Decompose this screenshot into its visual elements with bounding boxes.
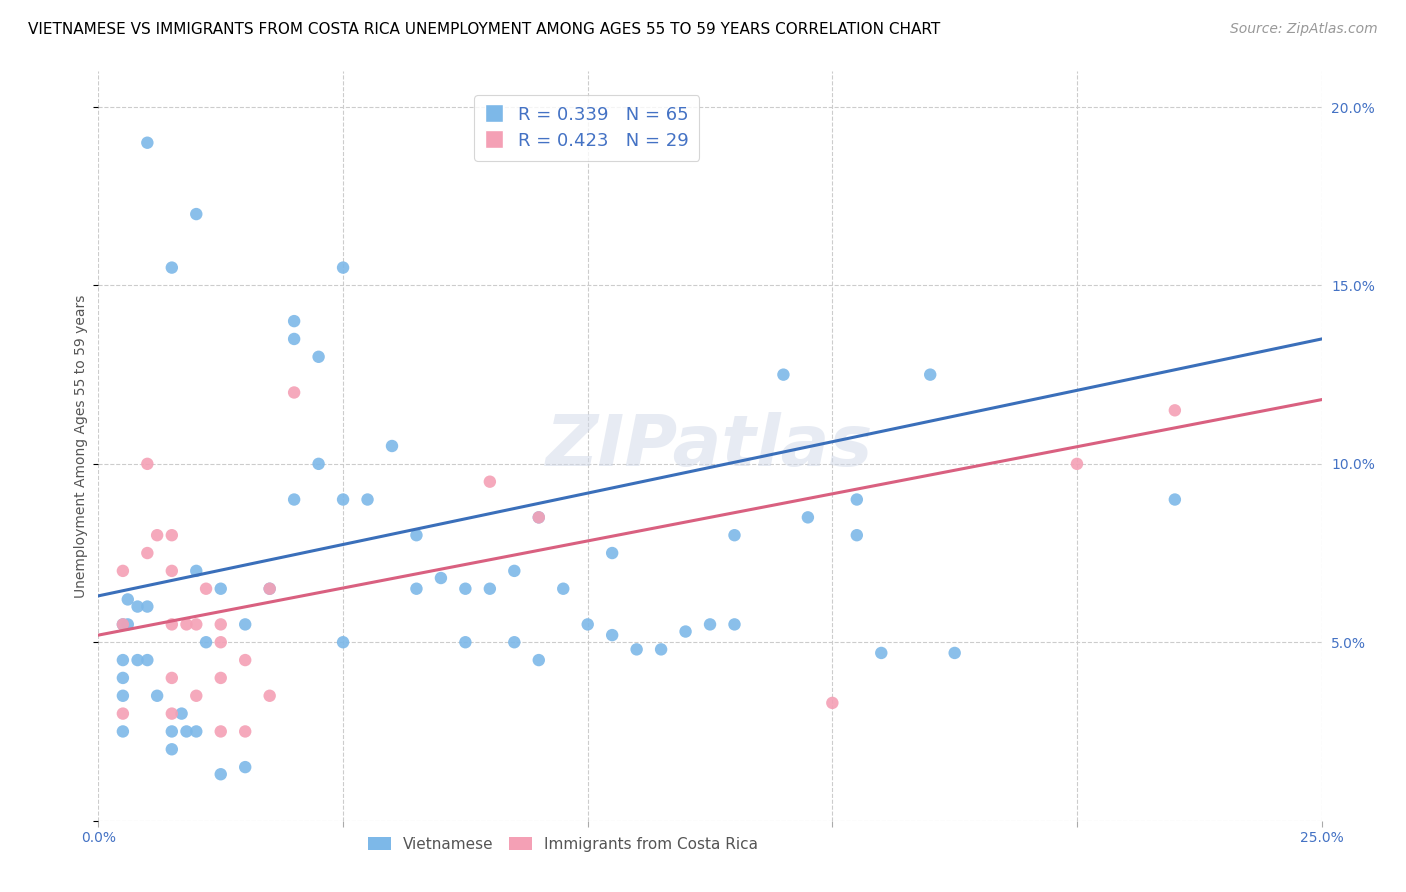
Point xyxy=(111,724,134,739)
Point xyxy=(308,350,330,364)
Point xyxy=(308,457,330,471)
Point xyxy=(259,582,281,596)
Point xyxy=(576,617,599,632)
Point xyxy=(111,617,134,632)
Point xyxy=(186,617,208,632)
Point xyxy=(111,706,134,721)
Point xyxy=(356,492,378,507)
Text: VIETNAMESE VS IMMIGRANTS FROM COSTA RICA UNEMPLOYMENT AMONG AGES 55 TO 59 YEARS : VIETNAMESE VS IMMIGRANTS FROM COSTA RICA… xyxy=(28,22,941,37)
Point xyxy=(478,475,501,489)
Point xyxy=(209,724,232,739)
Point xyxy=(553,582,575,596)
Point xyxy=(160,617,183,632)
Point xyxy=(943,646,966,660)
Point xyxy=(186,724,208,739)
Point xyxy=(845,528,868,542)
Point xyxy=(186,564,208,578)
Point xyxy=(111,617,134,632)
Point xyxy=(209,671,232,685)
Point xyxy=(259,689,281,703)
Text: Source: ZipAtlas.com: Source: ZipAtlas.com xyxy=(1230,22,1378,37)
Point xyxy=(870,646,893,660)
Point xyxy=(845,492,868,507)
Point xyxy=(454,635,477,649)
Point xyxy=(332,260,354,275)
Point xyxy=(117,592,139,607)
Point xyxy=(160,671,183,685)
Point xyxy=(136,653,159,667)
Legend: Vietnamese, Immigrants from Costa Rica: Vietnamese, Immigrants from Costa Rica xyxy=(361,830,765,858)
Point xyxy=(527,653,550,667)
Point xyxy=(821,696,844,710)
Point xyxy=(209,582,232,596)
Point xyxy=(233,617,256,632)
Point xyxy=(527,510,550,524)
Point xyxy=(675,624,697,639)
Point xyxy=(527,510,550,524)
Point xyxy=(117,617,139,632)
Point xyxy=(405,582,427,596)
Point xyxy=(160,724,183,739)
Point xyxy=(699,617,721,632)
Point xyxy=(454,582,477,596)
Point xyxy=(136,457,159,471)
Point xyxy=(127,653,149,667)
Point xyxy=(1164,492,1187,507)
Point xyxy=(430,571,453,585)
Point xyxy=(1164,403,1187,417)
Point xyxy=(111,671,134,685)
Point xyxy=(233,760,256,774)
Point xyxy=(127,599,149,614)
Point xyxy=(478,582,501,596)
Point xyxy=(170,706,193,721)
Point xyxy=(160,564,183,578)
Point xyxy=(195,635,218,649)
Point xyxy=(160,260,183,275)
Point xyxy=(146,528,169,542)
Point xyxy=(283,385,305,400)
Point xyxy=(136,546,159,560)
Point xyxy=(160,742,183,756)
Point xyxy=(209,635,232,649)
Point xyxy=(797,510,820,524)
Point xyxy=(209,617,232,632)
Point xyxy=(111,653,134,667)
Point xyxy=(160,528,183,542)
Point xyxy=(111,564,134,578)
Point xyxy=(723,528,745,542)
Point xyxy=(111,689,134,703)
Point xyxy=(233,653,256,667)
Point xyxy=(146,689,169,703)
Point xyxy=(600,628,623,642)
Point xyxy=(209,767,232,781)
Point xyxy=(233,724,256,739)
Point xyxy=(283,314,305,328)
Point xyxy=(332,635,354,649)
Point xyxy=(650,642,672,657)
Y-axis label: Unemployment Among Ages 55 to 59 years: Unemployment Among Ages 55 to 59 years xyxy=(75,294,89,598)
Point xyxy=(1066,457,1088,471)
Point xyxy=(176,617,198,632)
Point xyxy=(723,617,745,632)
Point xyxy=(283,492,305,507)
Point xyxy=(772,368,794,382)
Point xyxy=(136,136,159,150)
Point xyxy=(503,635,526,649)
Point xyxy=(176,724,198,739)
Point xyxy=(920,368,942,382)
Point xyxy=(600,546,623,560)
Point xyxy=(186,689,208,703)
Point xyxy=(160,706,183,721)
Point xyxy=(626,642,648,657)
Point xyxy=(259,582,281,596)
Point xyxy=(405,528,427,542)
Text: ZIPatlas: ZIPatlas xyxy=(547,411,873,481)
Point xyxy=(503,564,526,578)
Point xyxy=(195,582,218,596)
Point xyxy=(136,599,159,614)
Point xyxy=(381,439,404,453)
Point xyxy=(332,492,354,507)
Point xyxy=(283,332,305,346)
Point xyxy=(186,207,208,221)
